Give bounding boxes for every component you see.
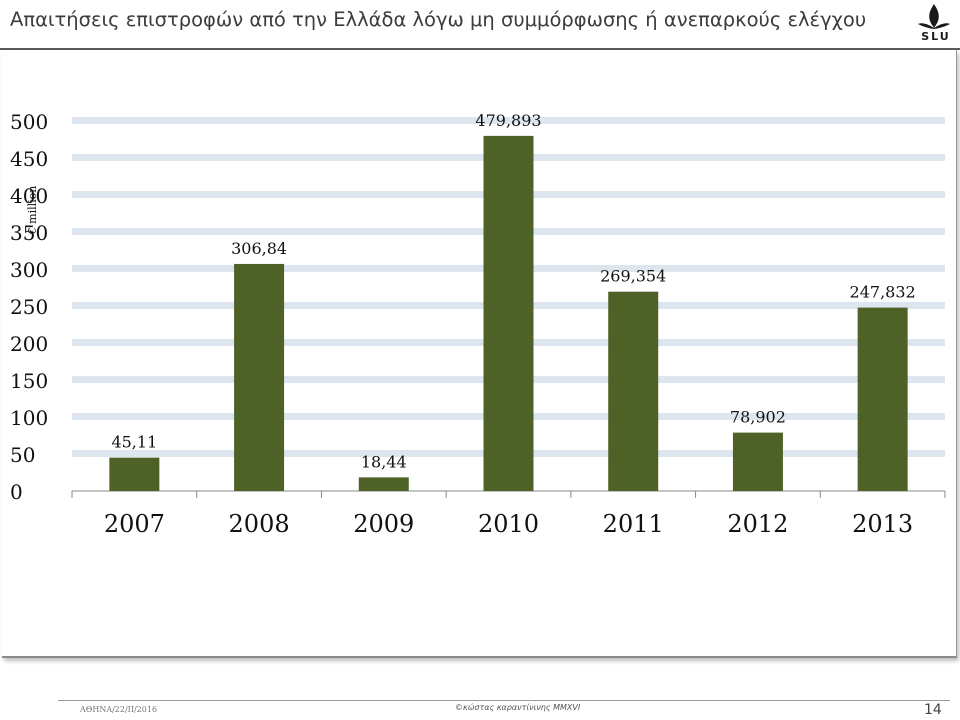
y-tick-label: 300 [10,258,48,282]
x-tick-label: 2011 [603,510,664,538]
footer-date: ΑΘΗΝΑ/22/II/2016 [80,705,158,714]
y-tick-label: 50 [10,443,35,467]
y-tick-label: 350 [10,221,48,245]
page-number: 14 [924,702,942,718]
x-tick-label: 2007 [104,510,165,538]
slu-logo-icon [918,4,950,29]
data-label: 78,902 [730,408,786,427]
bar-2009 [358,477,409,491]
title-divider [0,48,960,50]
slide-title: Απαιτήσεις επιστροφών από την Ελλάδα λόγ… [10,8,867,31]
y-tick-label: 0 [10,480,23,504]
x-tick-label: 2013 [852,510,913,538]
y-tick-label: 250 [10,295,48,319]
gridline [72,117,945,124]
data-label: 247,832 [850,283,916,302]
chart-frame [2,50,957,658]
data-label: 45,11 [111,433,157,452]
y-tick-label: 200 [10,332,48,356]
footer-divider [58,700,950,701]
bar-2010 [483,135,534,491]
bar-chart: 0 50 100 150 200 250 300 350 400 450 500 € million 4… [10,110,946,538]
y-tick-label: 450 [10,147,48,171]
x-tick-label: 2010 [478,510,539,538]
footer-copyright: ©κώστας καραντίνινης MMXVI [455,703,581,712]
bar-2008 [234,263,285,491]
data-label: 306,84 [231,239,287,258]
bar-2011 [608,291,659,491]
y-tick-label: 400 [10,184,48,208]
x-tick-label: 2009 [353,510,414,538]
bar-2013 [857,307,908,491]
bar-2012 [732,432,783,491]
x-tick-label: 2012 [727,510,788,538]
slu-logo-text: SLU [921,30,951,43]
x-tick-label: 2008 [229,510,290,538]
data-label: 18,44 [361,452,407,471]
y-tick-label: 500 [10,110,48,134]
data-label: 269,354 [600,267,666,286]
y-axis-label: € million [26,186,39,236]
y-tick-label: 100 [10,406,48,430]
data-label: 479,893 [475,111,541,130]
bar-2007 [109,457,160,491]
y-tick-label: 150 [10,369,48,393]
